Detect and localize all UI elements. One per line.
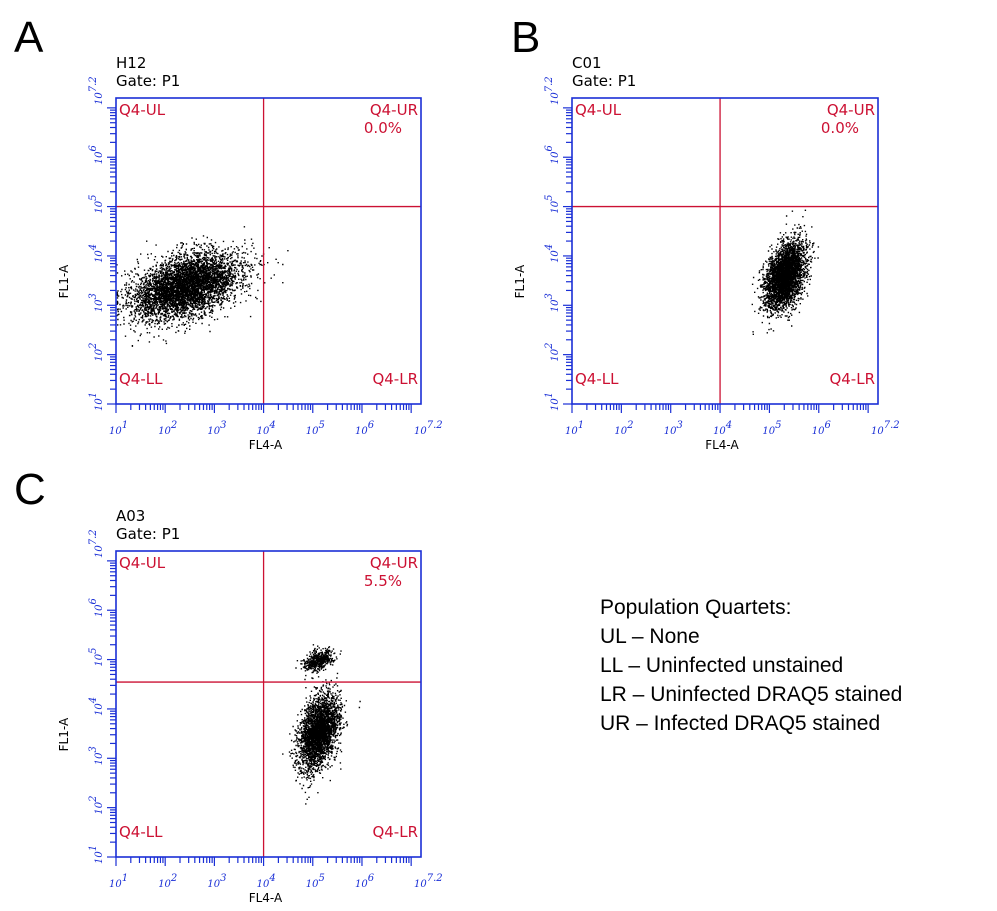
y-tick-label-b: 103	[544, 293, 561, 312]
y-tick-label-b: 105	[544, 194, 561, 213]
panel-label-c: C	[14, 465, 46, 514]
legend-item-ur: UR – Infected DRAQ5 stained	[600, 712, 881, 735]
y-tick-label-a: 105	[88, 194, 105, 213]
y-tick-label-a: 104	[88, 244, 105, 263]
legend-heading: Population Quartets:	[600, 596, 792, 619]
axis-ticks-a	[107, 107, 412, 413]
x-tick-label-a: 107.2	[414, 420, 443, 437]
gate-label-b: Gate: P1	[572, 72, 636, 90]
y-tick-label-c: 104	[88, 697, 105, 716]
x-tick-label-a: 102	[158, 420, 177, 437]
y-tick-label-a: 107.2	[88, 76, 105, 105]
quadrant-ur-b: Q4-UR	[827, 101, 875, 119]
x-tick-label-a: 103	[207, 420, 226, 437]
x-axis-title-b: FL4-A	[705, 438, 739, 452]
plot-frame-c	[115, 550, 422, 858]
y-tick-label-b: 102	[544, 343, 561, 362]
x-tick-label-c: 107.2	[414, 873, 443, 890]
x-tick-label-a: 106	[355, 420, 375, 437]
quadrant-lr-c: Q4-LR	[372, 823, 418, 841]
y-tick-label-c: 101	[88, 845, 105, 864]
y-tick-label-c: 107.2	[88, 529, 105, 558]
panel-label-a: A	[14, 13, 44, 62]
event-population-c-2	[295, 644, 342, 681]
axis-ticks-c	[107, 560, 412, 866]
y-tick-label-a: 103	[88, 293, 105, 312]
quadrant-ll-c: Q4-LL	[119, 823, 163, 841]
y-axis-title-c: FL1-A	[57, 717, 71, 751]
x-tick-label-c: 106	[355, 873, 375, 890]
y-axis-title-a: FL1-A	[57, 264, 71, 298]
y-tick-label-c: 106	[88, 597, 105, 617]
y-tick-label-a: 106	[88, 144, 105, 164]
x-tick-label-a: 101	[109, 420, 128, 437]
quadrant-lr-a: Q4-LR	[372, 370, 418, 388]
x-tick-label-b: 104	[713, 420, 732, 437]
y-tick-label-b: 106	[544, 144, 561, 164]
y-tick-label-b: 101	[544, 392, 561, 411]
legend-item-ll: LL – Uninfected unstained	[600, 654, 844, 677]
quadrant-ul-c: Q4-UL	[119, 554, 166, 572]
x-tick-label-a: 105	[306, 420, 325, 437]
x-tick-label-a: 104	[257, 420, 276, 437]
y-tick-label-a: 102	[88, 343, 105, 362]
x-axis-title-a: FL4-A	[249, 438, 283, 452]
y-tick-label-b: 104	[544, 244, 561, 263]
x-tick-label-b: 107.2	[871, 420, 900, 437]
legend-item-lr: LR – Uninfected DRAQ5 stained	[600, 683, 903, 706]
x-tick-label-c: 101	[109, 873, 128, 890]
quadrant-ur-percent-b: 0.0%	[821, 119, 859, 137]
quadrant-ur-a: Q4-UR	[370, 101, 418, 119]
legend-item-ul: UL – None	[600, 625, 700, 648]
quadrant-lr-b: Q4-LR	[829, 370, 875, 388]
quadrant-ul-a: Q4-UL	[119, 101, 166, 119]
quadrant-ur-percent-c: 5.5%	[364, 572, 402, 590]
gate-label-c: Gate: P1	[116, 525, 180, 543]
event-cloud-c	[282, 644, 361, 805]
x-tick-label-c: 103	[207, 873, 226, 890]
y-axis-title-b: FL1-A	[513, 264, 527, 298]
event-population-a-1	[116, 226, 289, 347]
panel-label-b: B	[511, 13, 540, 62]
quadrant-ll-b: Q4-LL	[575, 370, 619, 388]
x-tick-label-c: 102	[158, 873, 177, 890]
x-tick-label-b: 103	[664, 420, 683, 437]
axis-ticks-b	[563, 107, 869, 413]
x-tick-label-c: 104	[257, 873, 276, 890]
gate-label-a: Gate: P1	[116, 72, 180, 90]
x-tick-label-b: 101	[565, 420, 584, 437]
y-tick-label-b: 107.2	[544, 76, 561, 105]
event-population-c-1	[282, 664, 361, 805]
y-tick-label-c: 105	[88, 647, 105, 666]
quadrant-ur-percent-a: 0.0%	[364, 119, 402, 137]
x-tick-label-b: 106	[812, 420, 832, 437]
plot-frame-b	[571, 97, 879, 405]
event-cloud-a	[116, 226, 289, 347]
x-axis-title-c: FL4-A	[249, 891, 283, 905]
quadrant-ur-c: Q4-UR	[370, 554, 418, 572]
event-population-b-1	[751, 209, 820, 335]
event-cloud-b	[751, 209, 820, 335]
y-tick-label-c: 103	[88, 746, 105, 765]
quadrant-ul-b: Q4-UL	[575, 101, 622, 119]
y-tick-label-c: 102	[88, 796, 105, 815]
x-tick-label-b: 102	[614, 420, 633, 437]
sample-title-a: H12	[116, 54, 146, 72]
sample-title-b: C01	[572, 54, 602, 72]
x-tick-label-c: 105	[306, 873, 325, 890]
y-tick-label-a: 101	[88, 392, 105, 411]
quadrant-ll-a: Q4-LL	[119, 370, 163, 388]
sample-title-c: A03	[116, 507, 145, 525]
plot-frame-a	[115, 97, 422, 405]
population-legend: Population Quartets: UL – None LL – Unin…	[600, 593, 902, 738]
x-tick-label-b: 105	[762, 420, 781, 437]
